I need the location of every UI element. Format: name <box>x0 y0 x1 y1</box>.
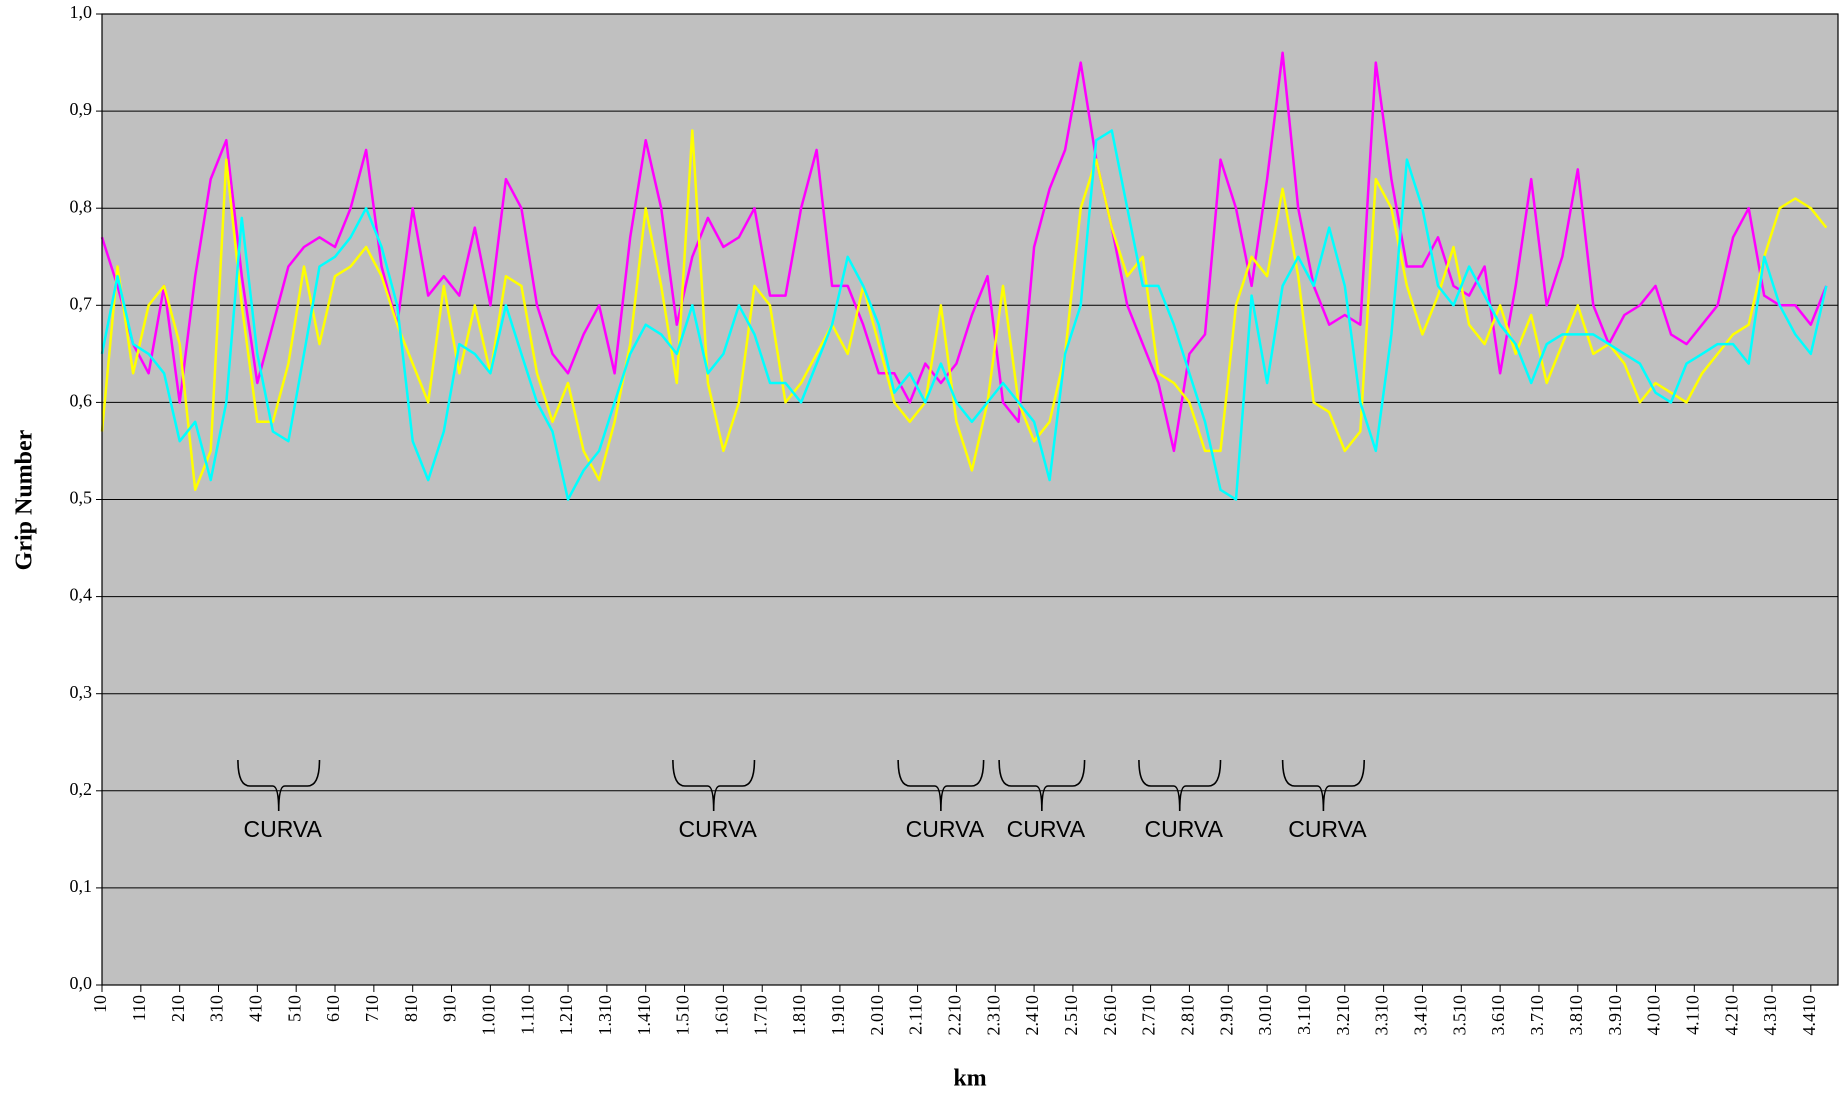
x-tick-label: 3.610 <box>1488 995 1508 1036</box>
x-tick-label: 1.410 <box>634 995 654 1036</box>
x-tick-label: 10 <box>90 995 110 1013</box>
curve-brace <box>1281 759 1365 812</box>
x-tick-label: 3.010 <box>1255 995 1275 1036</box>
x-tick-label: 4.210 <box>1721 995 1741 1036</box>
x-tick-label: 3.310 <box>1372 995 1392 1036</box>
x-tick-label: 1.510 <box>673 995 693 1036</box>
curve-label: CURVA <box>1007 816 1086 842</box>
x-tick-label: 1.010 <box>478 995 498 1036</box>
x-tick-label: 2.010 <box>867 995 887 1036</box>
x-tick-label: 3.210 <box>1333 995 1353 1036</box>
curve-brace <box>897 759 985 812</box>
x-tick-label: 1.710 <box>750 995 770 1036</box>
y-axis-title: Grip Number <box>12 429 38 570</box>
y-tick-label: 0,3 <box>70 682 93 702</box>
x-tick-label: 2.410 <box>1022 995 1042 1036</box>
curve-label: CURVA <box>678 816 757 842</box>
series-line <box>100 129 1828 492</box>
curve-label: CURVA <box>244 816 323 842</box>
x-tick-label: 410 <box>245 995 265 1022</box>
x-tick-label: 1.110 <box>517 995 537 1035</box>
x-tick-label: 210 <box>168 995 188 1022</box>
x-tick-label: 2.610 <box>1100 995 1120 1036</box>
series-line <box>100 129 1828 501</box>
curve-label: CURVA <box>906 816 985 842</box>
x-tick-label: 2.310 <box>983 995 1003 1035</box>
x-tick-label: 3.510 <box>1449 995 1469 1036</box>
x-tick-label: 2.110 <box>906 995 926 1035</box>
x-tick-label: 510 <box>284 995 304 1022</box>
x-axis-title: km <box>953 1066 986 1092</box>
curve-brace <box>1138 759 1222 812</box>
x-tick-label: 2.210 <box>945 995 965 1036</box>
x-tick-label: 4.410 <box>1799 995 1819 1036</box>
curve-label: CURVA <box>1288 816 1367 842</box>
x-tick-label: 2.710 <box>1139 995 1159 1036</box>
x-tick-label: 3.710 <box>1527 995 1547 1036</box>
y-tick-label: 0,4 <box>70 585 93 605</box>
x-tick-label: 3.810 <box>1566 995 1586 1036</box>
x-tick-label: 4.010 <box>1644 995 1664 1036</box>
x-tick-label: 2.810 <box>1178 995 1198 1036</box>
x-tick-label: 910 <box>440 995 460 1022</box>
y-tick-label: 0,6 <box>70 391 93 411</box>
x-tick-label: 1.810 <box>789 995 809 1036</box>
x-tick-label: 1.910 <box>828 995 848 1036</box>
x-tick-label: 1.210 <box>556 995 576 1036</box>
plot-border <box>101 13 1839 986</box>
x-tick-label: 710 <box>362 995 382 1022</box>
y-tick-label: 0,8 <box>70 196 93 216</box>
y-tick-label: 0,0 <box>70 973 93 993</box>
x-tick-label: 610 <box>323 995 343 1022</box>
x-tick-label: 2.910 <box>1216 995 1236 1036</box>
x-tick-label: 110 <box>129 995 149 1021</box>
series-line <box>100 51 1828 453</box>
curve-label: CURVA <box>1145 816 1224 842</box>
x-tick-label: 2.510 <box>1061 995 1081 1036</box>
x-tick-label: 810 <box>401 995 421 1022</box>
x-tick-label: 1.310 <box>595 995 615 1036</box>
y-tick-label: 1,0 <box>70 2 93 22</box>
curve-brace <box>237 759 321 812</box>
curve-brace <box>998 759 1086 812</box>
y-tick-label: 0,2 <box>70 779 93 799</box>
x-tick-label: 3.410 <box>1411 995 1431 1036</box>
curve-brace <box>672 759 756 812</box>
y-tick-label: 0,5 <box>70 488 93 508</box>
x-tick-label: 4.110 <box>1682 995 1702 1035</box>
x-tick-label: 4.310 <box>1760 995 1780 1036</box>
y-tick-label: 0,7 <box>70 293 93 313</box>
y-tick-label: 0,9 <box>70 99 93 119</box>
x-tick-label: 310 <box>207 995 227 1022</box>
x-tick-label: 3.910 <box>1605 995 1625 1036</box>
x-tick-label: 3.110 <box>1294 995 1314 1035</box>
x-tick-label: 1.610 <box>712 995 732 1036</box>
y-tick-label: 0,1 <box>70 876 93 896</box>
